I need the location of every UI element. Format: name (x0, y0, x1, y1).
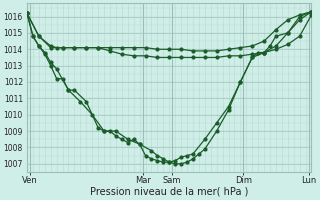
X-axis label: Pression niveau de la mer( hPa ): Pression niveau de la mer( hPa ) (90, 187, 248, 197)
